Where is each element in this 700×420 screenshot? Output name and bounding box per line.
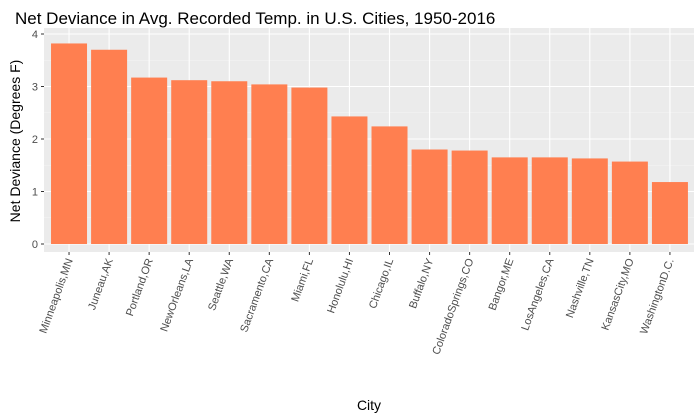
bars: [51, 43, 688, 245]
y-tick-label: 4: [32, 29, 38, 41]
bar: [491, 157, 528, 244]
bar: [371, 126, 408, 244]
x-tick-label: Sacramento,CA: [238, 256, 276, 334]
bar: [651, 182, 688, 244]
y-tick-label: 1: [32, 187, 38, 199]
y-axis: 0 1 2 3 4: [32, 29, 44, 251]
x-tick-label: Chicago,IL: [367, 257, 396, 311]
x-tick-label: Nashville,TN: [564, 257, 597, 320]
bar: [291, 87, 328, 244]
y-tick-label: 3: [32, 82, 38, 94]
bar: [51, 43, 88, 245]
x-axis: Minneapolis,MN Juneau,AK Portland,OR NewOrl…: [38, 252, 677, 356]
x-tick-label: Portland,OR: [124, 257, 156, 318]
y-axis-title: Net Deviance (Degrees F): [7, 60, 23, 223]
x-tick-label: NewOrleans,LA: [158, 256, 196, 333]
x-tick-label: LosAngeles,CA: [519, 256, 556, 332]
x-tick-label: Miami,FL: [289, 257, 316, 304]
x-tick-label: Bangor,ME: [487, 257, 517, 312]
x-tick-label: ColoradoSprings,CO: [430, 257, 476, 357]
bar: [611, 161, 648, 244]
x-tick-label: KansasCity,MO: [600, 257, 637, 333]
x-tick-label: WashingtonD.C.: [638, 257, 677, 336]
x-tick-label: Juneau,AK: [86, 256, 116, 311]
bar: [171, 80, 208, 244]
bar: [451, 150, 488, 244]
y-tick-label: 0: [32, 239, 38, 251]
x-tick-label: Seattle,WA: [206, 256, 236, 312]
bar: [571, 158, 608, 244]
bar: [211, 81, 248, 244]
bar: [531, 157, 568, 244]
bar: [411, 149, 448, 244]
y-tick-label: 2: [32, 134, 38, 146]
x-tick-label: Honolulu,HI: [325, 257, 356, 315]
chart-title: Net Deviance in Avg. Recorded Temp. in U…: [15, 9, 495, 28]
x-axis-title: City: [357, 397, 381, 413]
bar: [131, 77, 168, 244]
x-tick-label: Minneapolis,MN: [38, 257, 76, 335]
x-tick-label: Buffalo,NY: [407, 256, 436, 310]
bar: [331, 116, 368, 244]
bar: [251, 84, 288, 245]
bar: [91, 49, 128, 244]
